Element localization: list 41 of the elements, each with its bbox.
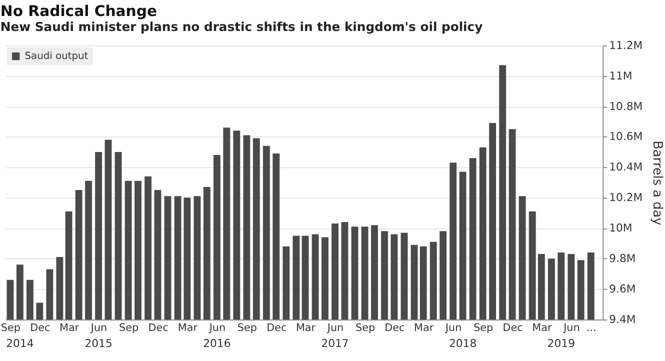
annotation: 2014 bbox=[6, 337, 34, 350]
y-tick-label: 10.8M bbox=[609, 100, 643, 113]
x-tick-label: Sep bbox=[0, 322, 21, 334]
y-tick-label: 10M bbox=[609, 222, 632, 235]
x-tick-label: Dec bbox=[30, 322, 50, 334]
x-tick-label: Mar bbox=[59, 322, 80, 334]
legend-label: Saudi output bbox=[24, 51, 88, 62]
x-tick-label: Sep bbox=[474, 322, 494, 334]
x-tick-label: Sep bbox=[237, 322, 258, 334]
x-tick-label: Jun bbox=[562, 322, 580, 334]
chart-title: No Radical Change bbox=[0, 3, 158, 20]
y-tick-label: 9.8M bbox=[609, 252, 636, 266]
annotation: 2017 bbox=[321, 337, 349, 350]
x-tick-label: Dec bbox=[148, 322, 169, 334]
x-tick-label: Sep bbox=[355, 322, 376, 334]
x-tick-label: ... bbox=[586, 322, 596, 334]
x-tick-label: Dec bbox=[384, 322, 406, 334]
x-tick-label: Mar bbox=[178, 322, 198, 334]
x-tick-label: Mar bbox=[414, 322, 434, 334]
x-tick-label: Jun bbox=[208, 322, 226, 334]
y-tick-label: 10.2M bbox=[609, 191, 643, 204]
x-tick-label: Jun bbox=[326, 322, 344, 334]
annotation: 2019 bbox=[547, 337, 576, 350]
annotation: 2016 bbox=[203, 337, 231, 350]
x-tick-label: Jun bbox=[90, 322, 108, 334]
y-tick-label: 9.4M bbox=[609, 312, 636, 326]
y-axis-title: Barrels a day bbox=[650, 140, 665, 226]
x-tick-label: Mar bbox=[532, 322, 552, 334]
x-tick-label: Dec bbox=[502, 322, 524, 334]
annotation: 2018 bbox=[448, 337, 477, 350]
y-tick-label: 9.6M bbox=[609, 282, 636, 296]
annotation: 2015 bbox=[84, 337, 112, 350]
x-tick-label: Mar bbox=[296, 322, 316, 334]
y-tick-label: 11.2M bbox=[609, 38, 643, 52]
y-tick-label: 10.4M bbox=[609, 160, 643, 174]
y-tick-label: 10.6M bbox=[609, 130, 643, 144]
y-tick-label: 11M bbox=[609, 69, 632, 82]
x-tick-label: Sep bbox=[119, 322, 139, 334]
x-tick-label: Dec bbox=[266, 322, 287, 334]
chart-subtitle: New Saudi minister plans no drastic shifts in the kingdom's oil policy bbox=[0, 20, 483, 34]
x-tick-label: Jun bbox=[444, 322, 462, 334]
